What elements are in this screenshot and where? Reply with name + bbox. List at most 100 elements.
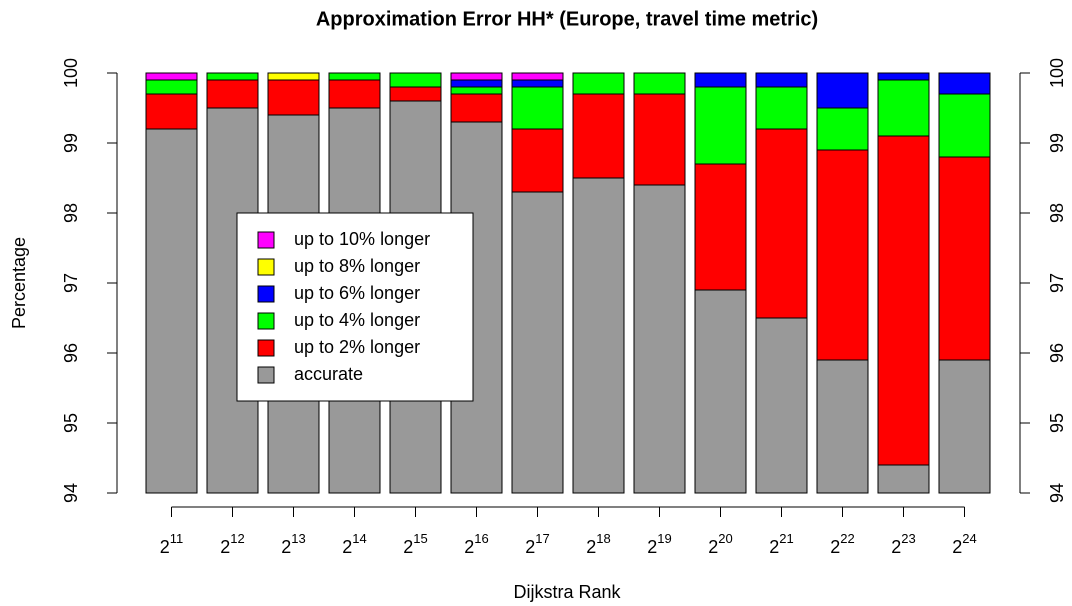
x-tick-exponent: 18: [596, 531, 610, 546]
x-tick-base: 2: [891, 537, 901, 557]
y-tick-label: 100: [61, 58, 81, 88]
legend-box: [236, 212, 474, 402]
bar-segment: [450, 79, 503, 88]
x-tick-base: 2: [160, 537, 170, 557]
y-tick-label: 95: [61, 413, 81, 433]
y2-tick-label: 96: [1047, 343, 1067, 363]
legend-swatch: [257, 366, 275, 384]
x-tick-label: 223: [891, 531, 915, 556]
legend-label: up to 6% longer: [294, 283, 420, 303]
bar-segment: [511, 79, 564, 88]
bar-segment: [572, 72, 625, 95]
x-tick-label: 217: [525, 531, 549, 556]
x-tick-base: 2: [342, 537, 352, 557]
legend-swatch: [257, 339, 275, 357]
y-tick-label: 94: [61, 483, 81, 503]
x-tick-base: 2: [525, 537, 535, 557]
bar-segment: [511, 128, 564, 193]
bar-segment: [694, 163, 747, 291]
bar-segment: [633, 72, 686, 95]
legend: up to 10% longer up to 8% longer up to 6% …: [236, 212, 474, 402]
y-tick-label: 98: [61, 203, 81, 223]
legend-swatch: [257, 312, 275, 330]
x-tick-base: 2: [952, 537, 962, 557]
x-axis-title: Dijkstra Rank: [513, 582, 621, 602]
bar-segment: [633, 93, 686, 186]
y-tick-label: 96: [61, 343, 81, 363]
bar-segment: [755, 128, 808, 319]
bar-segment: [511, 72, 564, 81]
bar-segment: [145, 93, 198, 130]
y-axis-title: Percentage: [9, 237, 29, 329]
x-tick-label: 212: [220, 531, 244, 556]
x-tick-label: 215: [403, 531, 427, 556]
bar-segment: [938, 156, 991, 361]
y2-tick-label: 97: [1047, 273, 1067, 293]
legend-label: up to 4% longer: [294, 310, 420, 330]
bar-segment: [511, 86, 564, 130]
x-tick-base: 2: [647, 537, 657, 557]
bar-segment: [633, 184, 686, 494]
bar-segment: [572, 177, 625, 494]
y2-tick-label: 100: [1047, 58, 1067, 88]
bar-segment: [877, 79, 930, 137]
bar-segment: [694, 72, 747, 88]
bar-segment: [328, 79, 381, 109]
y-tick-label: 99: [61, 133, 81, 153]
bar-segment: [694, 289, 747, 494]
x-tick-base: 2: [281, 537, 291, 557]
legend-label: up to 8% longer: [294, 256, 420, 276]
x-tick-base: 2: [220, 537, 230, 557]
x-tick-label: 220: [708, 531, 732, 556]
bar-segment: [938, 93, 991, 158]
bar-segment: [145, 72, 198, 81]
x-tick-exponent: 14: [352, 531, 366, 546]
x-tick-base: 2: [464, 537, 474, 557]
chart-title: Approximation Error HH* (Europe, travel …: [316, 8, 818, 30]
x-tick-exponent: 16: [474, 531, 488, 546]
bar-segment: [206, 79, 259, 109]
bar-segment: [816, 72, 869, 109]
bar-segment: [938, 72, 991, 95]
x-tick-label: 218: [586, 531, 610, 556]
bar-segment: [755, 72, 808, 88]
bar-segment: [877, 464, 930, 494]
legend-label: accurate: [294, 364, 363, 384]
bar-segment: [267, 72, 320, 81]
x-tick-base: 2: [830, 537, 840, 557]
x-tick-exponent: 12: [230, 531, 244, 546]
bar-segment: [450, 72, 503, 81]
x-tick-exponent: 19: [657, 531, 671, 546]
bar-segment: [755, 86, 808, 130]
x-tick-exponent: 11: [170, 531, 184, 546]
x-tick-exponent: 13: [291, 531, 305, 546]
bar-segment: [450, 93, 503, 123]
x-tick-label: 219: [647, 531, 671, 556]
bar-segment: [816, 107, 869, 151]
x-tick-base: 2: [769, 537, 779, 557]
legend-swatch: [257, 285, 275, 303]
x-tick-label: 221: [769, 531, 793, 556]
x-tick-base: 2: [403, 537, 413, 557]
x-tick-exponent: 22: [840, 531, 854, 546]
bar-segment: [267, 79, 320, 116]
bar-segment: [145, 128, 198, 494]
bar-segment: [450, 86, 503, 95]
bar-segment: [877, 72, 930, 81]
x-tick-exponent: 15: [413, 531, 427, 546]
y2-tick-label: 95: [1047, 413, 1067, 433]
bar-segment: [145, 79, 198, 95]
x-tick-exponent: 24: [962, 531, 976, 546]
bar-segment: [694, 86, 747, 165]
x-tick-exponent: 23: [901, 531, 915, 546]
x-tick-label: 224: [952, 531, 976, 556]
y-tick-label: 97: [61, 273, 81, 293]
bar-segment: [938, 359, 991, 494]
bar-segment: [572, 93, 625, 179]
bar-segment: [816, 149, 869, 361]
x-tick-exponent: 21: [779, 531, 793, 546]
bar-segment: [877, 135, 930, 466]
legend-swatch: [257, 258, 275, 276]
bar-segment: [816, 359, 869, 494]
